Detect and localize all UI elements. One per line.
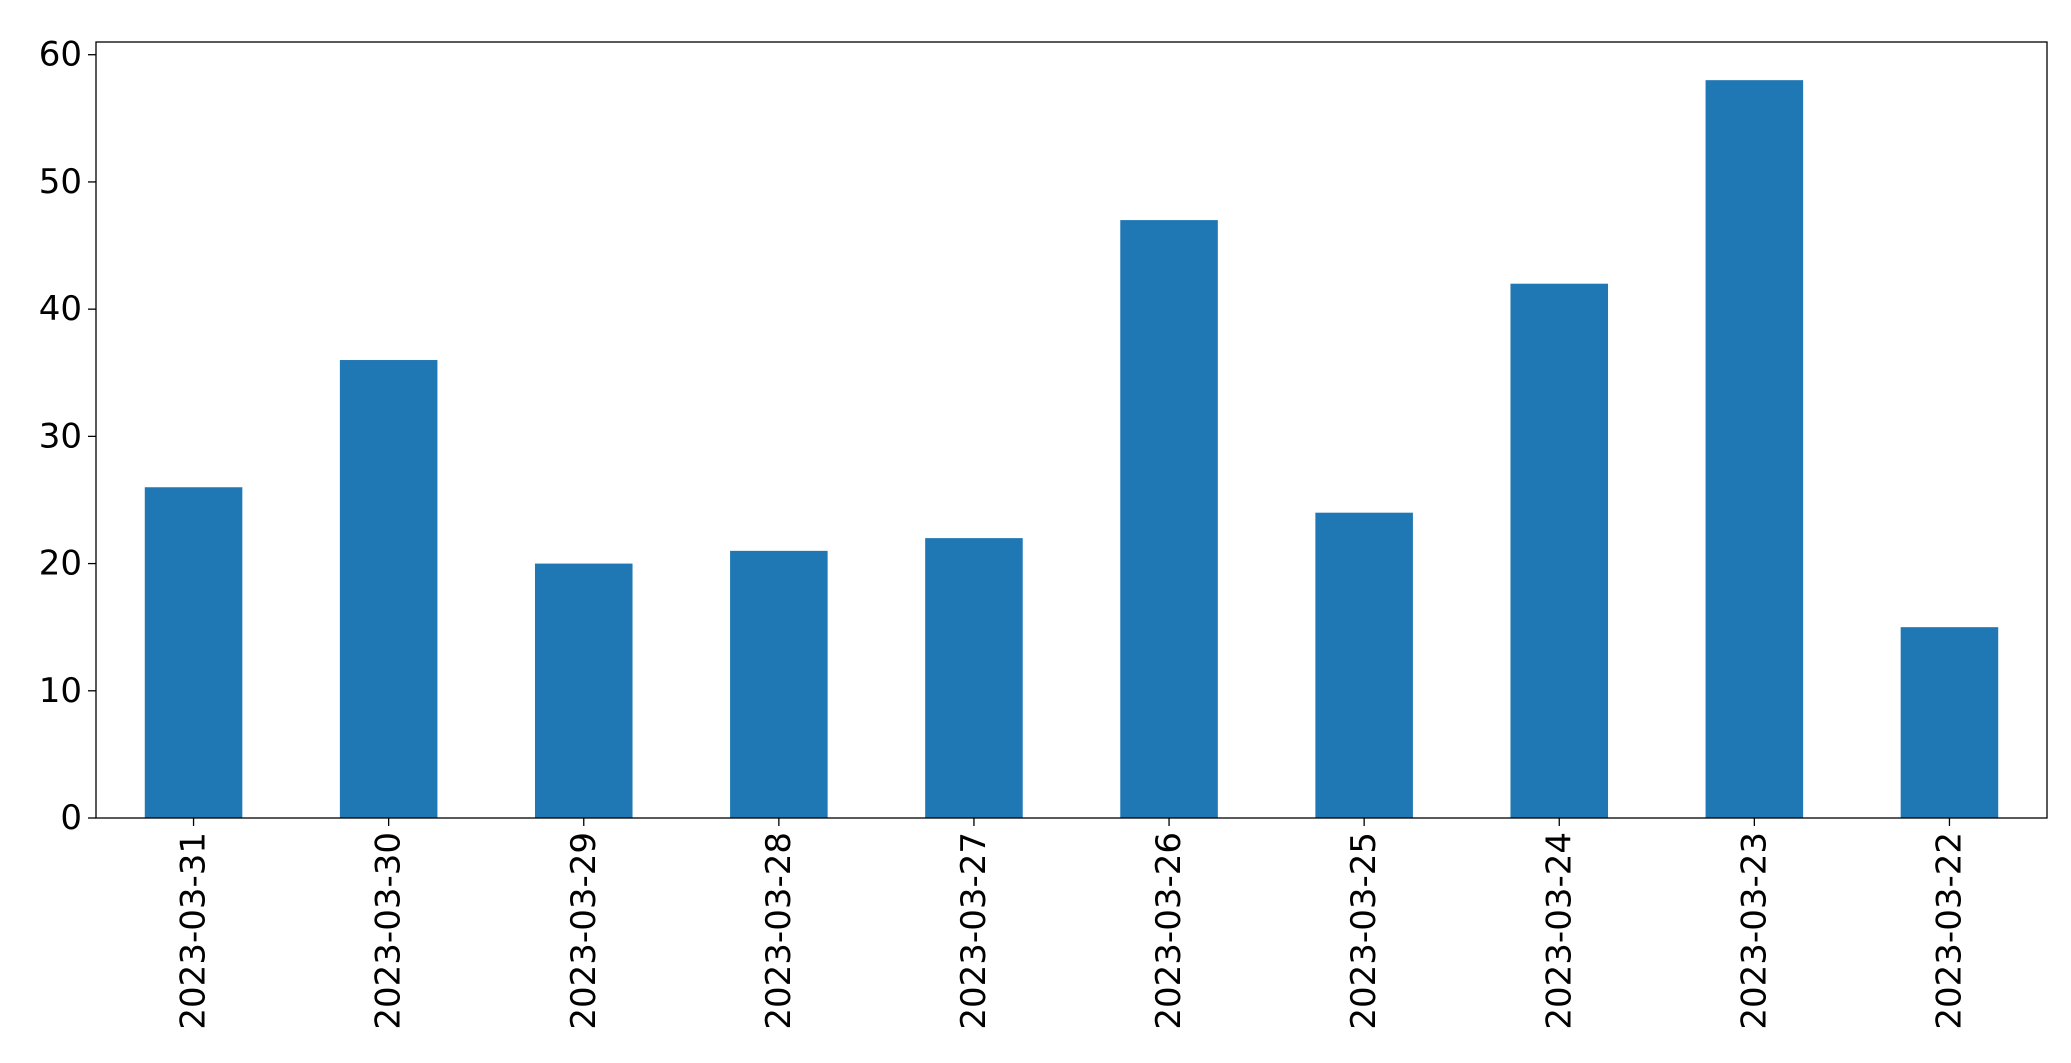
x-tick-label: 2023-03-30	[369, 832, 409, 1030]
plot-area-frame	[95, 41, 2048, 819]
x-tick-label: 2023-03-23	[1734, 832, 1774, 1030]
y-axis: 0 10 20 30 40 50 60	[39, 35, 96, 838]
bar-2023-03-26	[1120, 220, 1218, 819]
bars-group	[144, 80, 1999, 819]
x-tick-label: 2023-03-28	[759, 832, 799, 1030]
x-tick-label: 2023-03-29	[564, 832, 604, 1030]
y-tick-label: 20	[39, 544, 82, 584]
bar-2023-03-29	[534, 563, 633, 818]
bar-2023-03-30	[339, 360, 438, 818]
x-tick-label: 2023-03-26	[1149, 832, 1189, 1030]
bar-2023-03-27	[925, 538, 1023, 818]
y-tick-label: 40	[39, 289, 82, 329]
x-axis: 2023-03-31 2023-03-30 2023-03-29 2023-03-28…	[174, 818, 1969, 1030]
x-tick-label: 2023-03-24	[1539, 832, 1579, 1030]
y-tick-label: 0	[60, 798, 82, 838]
bar-2023-03-28	[730, 550, 828, 818]
y-tick-label: 10	[39, 671, 82, 711]
x-tick-label: 2023-03-25	[1344, 832, 1384, 1030]
bar-2023-03-31	[144, 487, 243, 818]
bar-2023-03-25	[1315, 512, 1413, 818]
y-tick-label: 60	[39, 35, 82, 75]
x-tick-label: 2023-03-22	[1929, 832, 1969, 1030]
y-tick-label: 30	[39, 416, 82, 456]
x-tick-label: 2023-03-31	[174, 832, 214, 1030]
x-tick-label: 2023-03-27	[954, 832, 994, 1030]
bar-2023-03-22	[1900, 627, 1999, 818]
y-tick-label: 50	[39, 162, 82, 202]
bar-2023-03-23	[1705, 80, 1804, 818]
bar-2023-03-24	[1510, 283, 1609, 818]
